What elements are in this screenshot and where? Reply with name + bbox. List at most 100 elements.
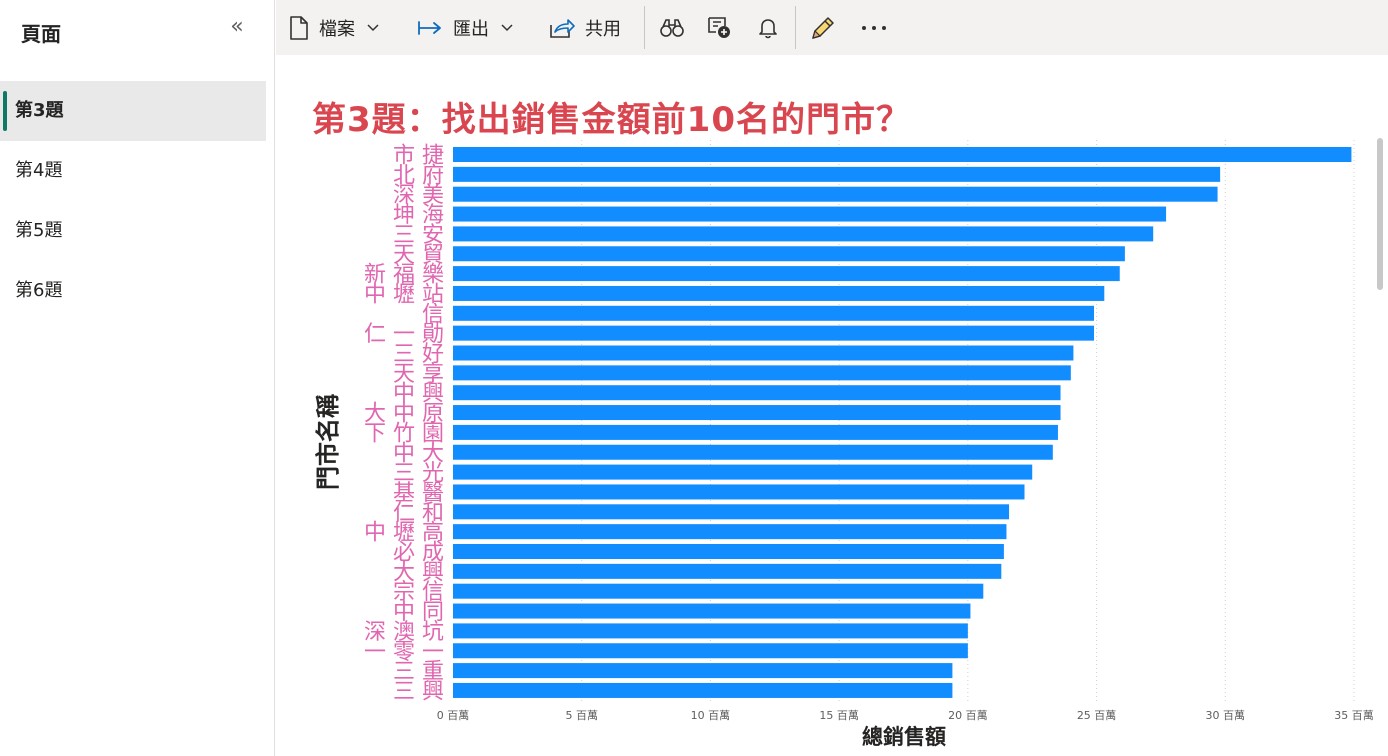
category-label: 信	[422, 302, 444, 327]
category-label: 仁 一 勛	[364, 322, 444, 347]
share-label: 共用	[585, 18, 621, 40]
bar[interactable]	[453, 385, 1061, 401]
bar[interactable]	[453, 623, 968, 639]
bar[interactable]	[453, 365, 1071, 381]
bar[interactable]	[453, 444, 1053, 460]
x-tick-label: 15 百萬	[819, 709, 859, 722]
page-tab-label: 第4題	[15, 160, 63, 181]
page-tab-label: 第6題	[15, 280, 63, 301]
page-list: 第3題 第4題 第5題 第6題	[0, 81, 266, 321]
x-tick-label: 0 百萬	[437, 709, 470, 722]
pages-pane: 頁面 « 第3題 第4題 第5題 第6題	[0, 0, 275, 756]
x-tick-label: 10 百萬	[691, 709, 731, 722]
x-tick-label: 20 百萬	[948, 709, 988, 722]
report-toolbar: 檔案 匯出 共用	[276, 0, 1388, 55]
x-tick-label: 5 百萬	[565, 709, 598, 722]
category-label: 三 重	[393, 660, 444, 685]
chart-scrollbar-thumb[interactable]	[1377, 138, 1383, 290]
bar[interactable]	[453, 544, 1004, 559]
edit-button[interactable]	[810, 0, 836, 55]
bar[interactable]	[453, 682, 953, 698]
file-menu-button[interactable]: 檔案	[289, 0, 379, 55]
chart-category-labels: 市 捷北 府深 美坤 海三 安天 貿新 福 樂中 壢 站信仁 一 勛三 好天 享…	[364, 144, 444, 705]
category-label: 宗 信	[393, 580, 444, 605]
bar[interactable]	[453, 643, 968, 659]
binoculars-icon	[660, 18, 684, 38]
bar[interactable]	[453, 504, 1010, 520]
category-label: 三 安	[393, 223, 444, 248]
category-label: 三 好	[393, 342, 444, 367]
bar[interactable]	[453, 147, 1352, 162]
x-tick-label: 25 百萬	[1077, 709, 1117, 722]
export-menu-label: 匯出	[453, 18, 489, 40]
bar[interactable]	[453, 266, 1120, 282]
category-label: 必 成	[393, 541, 444, 566]
category-label: 中 大	[393, 441, 444, 466]
bar[interactable]	[453, 305, 1094, 321]
bar[interactable]	[453, 206, 1167, 222]
share-button[interactable]: 共用	[549, 0, 621, 55]
bar[interactable]	[453, 246, 1125, 262]
page-tab-q3[interactable]: 第3題	[0, 81, 266, 141]
more-options-button[interactable]	[861, 0, 887, 55]
report-title: 第3題：找出銷售金額前10名的門市？	[312, 100, 911, 140]
bar[interactable]	[453, 345, 1074, 361]
bar[interactable]	[453, 285, 1105, 301]
file-icon	[289, 15, 309, 40]
category-label: 天 享	[393, 362, 444, 387]
category-label: 新 福 樂	[364, 263, 444, 288]
category-label: 基 醫	[393, 481, 444, 506]
bar[interactable]	[453, 226, 1154, 242]
category-label: 市 捷	[393, 144, 444, 169]
page-tab-q5[interactable]: 第5題	[0, 201, 266, 261]
category-label: 下 竹 園	[364, 421, 444, 446]
page-tab-label: 第5題	[15, 220, 63, 241]
category-label: 一 零 一	[364, 640, 444, 665]
y-axis-title: 門市名稱	[314, 394, 342, 490]
bar[interactable]	[453, 583, 984, 599]
comment-add-button[interactable]	[706, 0, 732, 55]
category-label: 大 興	[393, 560, 444, 585]
bar[interactable]	[453, 325, 1094, 341]
double-chevron-left-icon[interactable]: «	[230, 14, 244, 39]
toolbar-divider	[644, 6, 645, 49]
bell-icon	[758, 17, 778, 39]
chevron-down-icon	[501, 23, 513, 32]
pencil-icon	[810, 15, 836, 41]
toolbar-divider	[795, 6, 796, 49]
bar[interactable]	[453, 563, 1002, 579]
pages-pane-title: 頁面	[21, 22, 61, 46]
bar[interactable]	[453, 484, 1025, 500]
page-tab-q4[interactable]: 第4題	[0, 141, 266, 201]
x-tick-label: 35 百萬	[1334, 709, 1374, 722]
category-label: 大 中 原	[364, 402, 444, 427]
bar[interactable]	[453, 663, 953, 679]
export-menu-button[interactable]: 匯出	[417, 0, 513, 55]
page-tab-q6[interactable]: 第6題	[0, 261, 266, 321]
chart-scrollbar[interactable]	[1377, 138, 1383, 708]
share-icon	[549, 17, 575, 39]
category-label: 坤 海	[393, 203, 444, 228]
sales-bar-chart[interactable]: 市 捷北 府深 美坤 海三 安天 貿新 福 樂中 壢 站信仁 一 勛三 好天 享…	[276, 132, 1376, 752]
bar[interactable]	[453, 166, 1221, 182]
category-label: 中 同	[393, 600, 444, 625]
bell-button[interactable]	[758, 0, 778, 55]
category-label: 深 美	[393, 183, 444, 208]
page-tab-label: 第3題	[15, 100, 64, 121]
bar[interactable]	[453, 424, 1058, 440]
x-tick-label: 30 百萬	[1206, 709, 1246, 722]
category-label: 中 興	[393, 382, 444, 407]
chevron-down-icon	[367, 23, 379, 32]
category-label: 三 興	[393, 679, 444, 704]
binoculars-button[interactable]	[660, 0, 684, 55]
chart-x-tick-labels: 0 百萬 5 百萬 10 百萬 15 百萬 20 百萬 25 百萬 30 百萬 35 百萬	[437, 709, 1374, 722]
bar[interactable]	[453, 603, 971, 619]
bar[interactable]	[453, 524, 1007, 540]
category-label: 中 壢 站	[364, 282, 444, 307]
bar[interactable]	[453, 405, 1061, 421]
export-arrow-icon	[417, 20, 443, 36]
file-menu-label: 檔案	[319, 18, 355, 40]
bar[interactable]	[453, 186, 1218, 202]
bar[interactable]	[453, 464, 1033, 480]
category-label: 北 府	[393, 163, 444, 188]
